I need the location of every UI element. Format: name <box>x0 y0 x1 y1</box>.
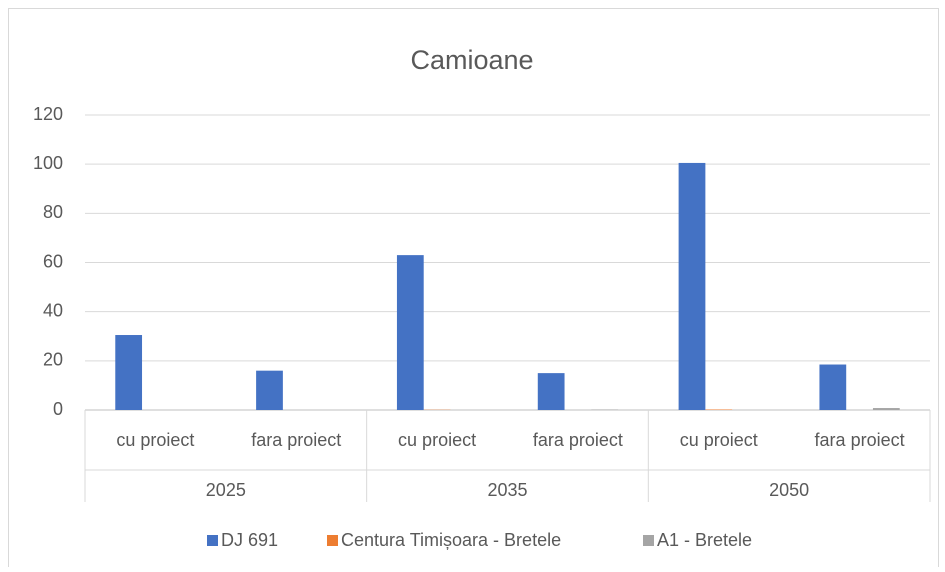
legend-swatch <box>207 535 218 546</box>
y-tick-label: 0 <box>53 399 63 419</box>
bar <box>256 371 283 410</box>
bar <box>679 163 706 410</box>
bar <box>538 373 565 410</box>
group-label: 2025 <box>206 480 246 500</box>
y-tick-label: 100 <box>33 153 63 173</box>
y-tick-label: 80 <box>43 202 63 222</box>
bar <box>873 408 900 410</box>
group-label: 2050 <box>769 480 809 500</box>
legend-swatch <box>643 535 654 546</box>
bar <box>115 335 142 410</box>
y-tick-label: 20 <box>43 350 63 370</box>
x-tick-label: fara proiect <box>815 430 905 450</box>
legend-label: DJ 691 <box>221 530 278 550</box>
y-tick-label: 60 <box>43 251 63 271</box>
bar <box>819 365 846 410</box>
y-tick-label: 120 <box>33 104 63 124</box>
legend-label: A1 - Bretele <box>657 530 752 550</box>
x-tick-label: fara proiect <box>251 430 341 450</box>
chart-title: Camioane <box>410 45 533 75</box>
x-tick-label: fara proiect <box>533 430 623 450</box>
y-tick-label: 40 <box>43 300 63 320</box>
legend-label: Centura Timișoara - Bretele <box>341 530 561 550</box>
x-tick-label: cu proiect <box>116 430 194 450</box>
group-label: 2035 <box>487 480 527 500</box>
x-tick-label: cu proiect <box>680 430 758 450</box>
legend-swatch <box>327 535 338 546</box>
x-tick-label: cu proiect <box>398 430 476 450</box>
bar <box>397 255 424 410</box>
